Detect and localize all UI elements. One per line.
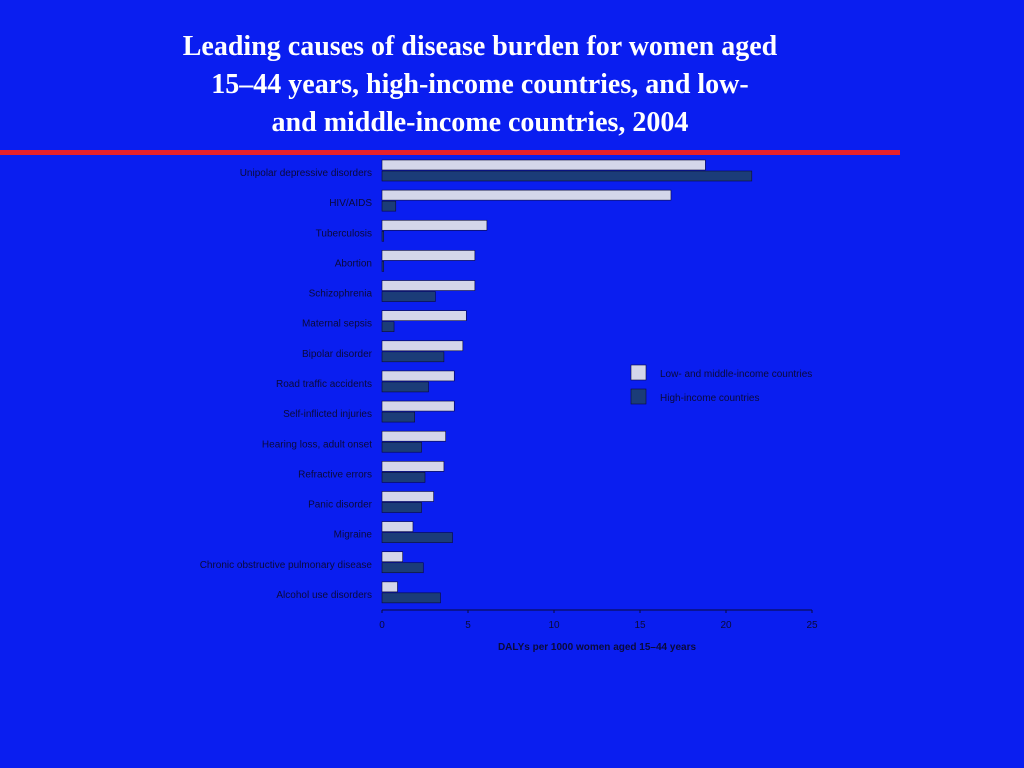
bar-low-middle-income [381, 159, 706, 171]
bar-low-middle-income [381, 310, 467, 321]
bar-low-middle-income [381, 551, 403, 563]
bar-low-middle-income [381, 280, 476, 291]
bar-high-income [381, 411, 415, 423]
category-label: Tuberculosis [316, 228, 372, 239]
category-label: Unipolar depressive disorders [240, 168, 372, 179]
x-tick-label: 10 [548, 620, 560, 631]
category-label: Bipolar disorder [302, 349, 373, 360]
bar-low-middle-income [381, 370, 455, 382]
title-line-2: 15–44 years, high-income countries, and … [211, 69, 749, 100]
x-tick-label: 0 [379, 620, 385, 631]
bar-low-middle-income [381, 491, 434, 502]
bar-high-income [381, 562, 424, 574]
x-tick-label: 20 [720, 620, 732, 631]
title-line-3: and middle-income countries, 2004 [271, 107, 689, 138]
bar-high-income [381, 502, 422, 513]
category-label: Self-inflicted injuries [283, 409, 372, 420]
bar-low-middle-income [381, 340, 464, 352]
category-label: HIV/AIDS [329, 198, 372, 209]
category-label: Hearing loss, adult onset [262, 439, 372, 450]
title-line-1: Leading causes of disease burden for wom… [182, 31, 778, 62]
bar-low-middle-income [381, 400, 455, 412]
bar-low-middle-income [381, 189, 672, 201]
bar-high-income [381, 532, 453, 543]
legend-swatch [630, 388, 647, 405]
bar-high-income [381, 261, 385, 272]
title-divider [0, 150, 900, 155]
bar-low-middle-income [381, 250, 476, 261]
bar-high-income [381, 291, 436, 302]
bar-high-income [381, 381, 429, 393]
bar-high-income [381, 472, 426, 483]
bar-high-income [381, 592, 441, 604]
bar-high-income [381, 230, 385, 242]
legend-swatch [630, 364, 647, 381]
bar-high-income [381, 170, 753, 182]
bar-high-income [381, 321, 395, 332]
category-label: Maternal sepsis [302, 319, 372, 330]
bar-low-middle-income [381, 521, 414, 532]
bar-high-income [381, 351, 445, 363]
category-label: Panic disorder [308, 500, 373, 511]
x-axis-title: DALYs per 1000 women aged 15–44 years [498, 642, 697, 653]
bar-low-middle-income [381, 430, 446, 442]
legend-label: Low- and middle-income countries [660, 369, 812, 380]
x-tick-label: 5 [465, 620, 471, 631]
category-label: Chronic obstructive pulmonary disease [200, 560, 373, 571]
category-label: Refractive errors [298, 469, 372, 480]
category-label: Abortion [335, 258, 372, 269]
bar-low-middle-income [381, 219, 488, 231]
category-label: Road traffic accidents [276, 379, 372, 390]
legend-label: High-income countries [660, 393, 760, 404]
bar-high-income [381, 200, 397, 212]
category-label: Schizophrenia [309, 289, 373, 300]
category-label: Migraine [334, 530, 373, 541]
bar-low-middle-income [381, 461, 445, 472]
bar-high-income [381, 441, 422, 453]
x-tick-label: 25 [806, 620, 818, 631]
slide-title: Leading causes of disease burden for wom… [90, 28, 870, 142]
bar-low-middle-income [381, 581, 398, 593]
x-tick-label: 15 [634, 620, 646, 631]
category-label: Alcohol use disorders [276, 590, 372, 601]
